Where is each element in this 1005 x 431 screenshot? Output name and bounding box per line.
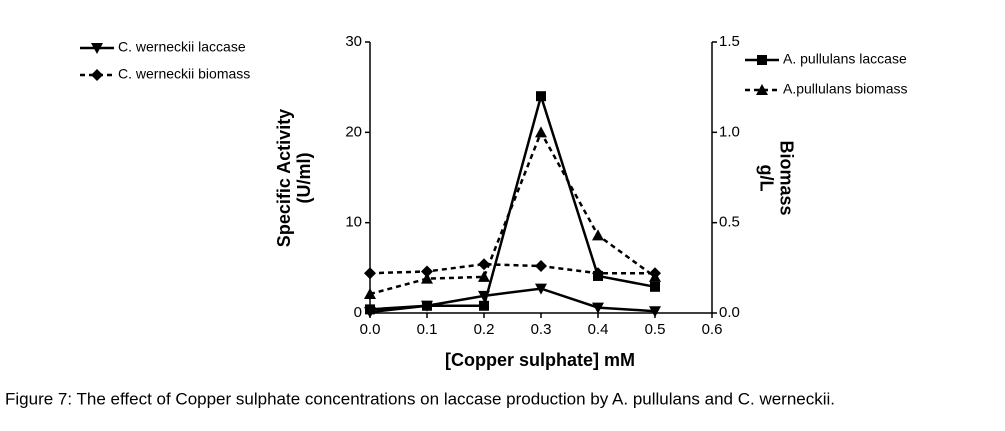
y-tick-label: 20 bbox=[345, 123, 362, 140]
data-point bbox=[593, 270, 603, 281]
data-point bbox=[592, 229, 604, 241]
y-tick-label: 10 bbox=[345, 214, 362, 231]
data-point bbox=[592, 302, 604, 314]
data-point bbox=[649, 270, 661, 282]
series-line bbox=[369, 129, 656, 296]
y2-axis-label-line: g/L bbox=[756, 165, 776, 192]
data-point bbox=[536, 91, 546, 102]
data-point bbox=[478, 270, 490, 282]
x-tick-label: 0.2 bbox=[474, 321, 495, 338]
legend-label: A. pullulans laccase bbox=[783, 51, 907, 67]
data-point bbox=[535, 260, 547, 273]
y2-tick-label: 0.5 bbox=[719, 214, 740, 231]
y-tick-label: 30 bbox=[345, 33, 362, 50]
series-line bbox=[369, 287, 656, 314]
legend-marker bbox=[756, 84, 768, 95]
data-point bbox=[535, 126, 547, 138]
data-point bbox=[421, 272, 433, 284]
data-point bbox=[422, 300, 432, 311]
y2-axis-label-line: Biomass bbox=[776, 140, 796, 215]
series-line bbox=[369, 262, 655, 275]
legend-label: A.pullulans biomass bbox=[783, 81, 908, 97]
x-tick-label: 0.3 bbox=[531, 321, 552, 338]
data-point bbox=[649, 306, 661, 318]
data-point bbox=[364, 267, 376, 280]
data-point bbox=[535, 283, 547, 295]
data-point bbox=[365, 304, 375, 315]
y2-tick-label: 0.0 bbox=[719, 304, 740, 321]
y2-tick-label: 1.5 bbox=[719, 33, 740, 50]
y2-axis-label: Biomass g/L bbox=[756, 140, 796, 215]
data-point bbox=[364, 288, 376, 300]
data-point bbox=[421, 265, 433, 278]
x-tick-label: 0.6 bbox=[702, 321, 723, 338]
series-line bbox=[369, 91, 656, 311]
legend-marker bbox=[91, 43, 103, 54]
legend-marker bbox=[757, 55, 767, 65]
x-tick-label: 0.0 bbox=[360, 321, 381, 338]
x-tick-label: 0.5 bbox=[645, 321, 666, 338]
data-point bbox=[479, 300, 489, 311]
legend-marker bbox=[91, 69, 103, 81]
y-tick-label: 0 bbox=[354, 304, 362, 321]
legend-label: C. werneckii laccase bbox=[118, 39, 246, 55]
x-axis-label: [Copper sulphate] mM bbox=[445, 350, 635, 370]
data-point bbox=[650, 281, 660, 292]
y-axis-label-line: (U/ml) bbox=[294, 153, 314, 204]
x-tick-label: 0.4 bbox=[588, 321, 609, 338]
caption: Figure 7: The effect of Copper sulphate … bbox=[5, 389, 835, 408]
x-tick-label: 0.1 bbox=[417, 321, 438, 338]
legend-label: C. werneckii biomass bbox=[118, 66, 250, 82]
y2-tick-label: 1.0 bbox=[719, 123, 740, 140]
y-axis-label: Specific Activity (U/ml) bbox=[274, 109, 314, 247]
y-axis-label-line: Specific Activity bbox=[274, 109, 294, 247]
